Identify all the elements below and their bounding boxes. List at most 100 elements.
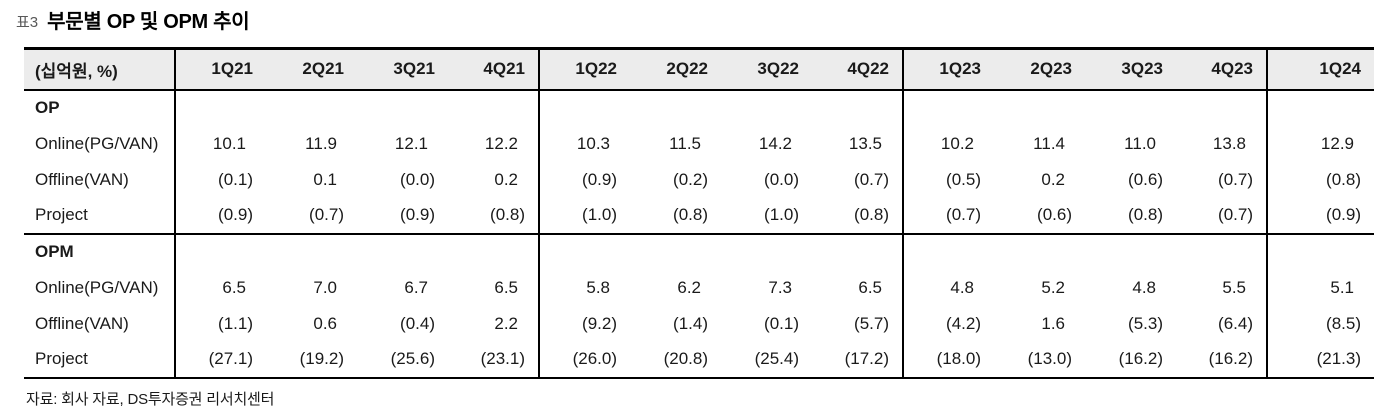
cell-empty <box>902 89 994 126</box>
cell: 7.3 <box>768 277 792 297</box>
cell: (27.1) <box>174 341 266 378</box>
column-header-1q24: 1Q24 <box>1266 48 1374 90</box>
source-note: 자료: 회사 자료, DS투자증권 리서치센터 <box>26 390 275 408</box>
table-row-opm-offline: Offline(VAN) (1.1) 0.6 (0.4) 2.2 (9.2) (1.4)… <box>24 305 1374 342</box>
cell-empty <box>1266 89 1374 126</box>
cell-empty <box>174 233 266 270</box>
cell-empty <box>1085 234 1176 270</box>
cell-empty <box>448 90 539 126</box>
cell: (13.0) <box>1027 349 1072 368</box>
cell: (0.6) <box>1128 169 1163 189</box>
column-header-2q22: 2Q22 <box>666 59 708 79</box>
cell: (18.0) <box>902 341 994 378</box>
cell: 0.2 <box>494 169 518 189</box>
cell: (0.9) <box>1266 197 1374 234</box>
table-row-op-online: Online(PG/VAN) 10.1 11.9 12.1 12.2 10.3 11.5… <box>24 125 1374 162</box>
cell: 11.4 <box>1033 133 1065 153</box>
cell: (5.3) <box>1128 313 1163 333</box>
cell: (25.6) <box>390 349 435 368</box>
cell: (6.4) <box>1218 313 1253 333</box>
cell: (0.2) <box>673 169 708 189</box>
cell: 4.8 <box>902 269 994 306</box>
cell: (0.8) <box>1128 205 1163 224</box>
cell: 1.6 <box>1041 313 1065 333</box>
cell-empty <box>902 233 994 270</box>
table-row-op-project: Project (0.9) (0.7) (0.9) (0.8) (1.0) (0.8) (… <box>24 197 1374 234</box>
cell: (8.5) <box>1266 305 1374 342</box>
cell: 14.2 <box>758 133 792 153</box>
cell: (21.3) <box>1266 341 1374 378</box>
cell: 6.5 <box>174 269 266 306</box>
cell-empty <box>266 90 357 126</box>
cell: (0.7) <box>854 169 889 189</box>
cell: 5.2 <box>1041 277 1065 297</box>
cell-empty <box>812 90 903 126</box>
cell: (0.7) <box>1218 205 1253 224</box>
column-header-1q21: 1Q21 <box>174 48 266 90</box>
unit-header: (십억원, %) <box>35 61 118 81</box>
cell: 13.5 <box>848 133 882 153</box>
table-row-opm-online: Online(PG/VAN) 6.5 7.0 6.7 6.5 5.8 6.2 7.3 6.5… <box>24 269 1374 306</box>
column-header-3q21: 3Q21 <box>393 59 435 79</box>
cell: 10.2 <box>902 125 994 162</box>
cell-empty <box>630 234 721 270</box>
cell: (16.2) <box>1208 349 1253 368</box>
cell: (0.1) <box>764 313 799 333</box>
cell: 6.7 <box>404 277 428 297</box>
cell: 0.1 <box>313 169 337 189</box>
column-header-1q23: 1Q23 <box>902 48 994 90</box>
page-title: 부문별 OP 및 OPM 추이 <box>47 11 250 33</box>
cell-empty <box>448 234 539 270</box>
cell: 10.1 <box>174 125 266 162</box>
cell: 7.0 <box>313 277 337 297</box>
cell: 11.0 <box>1124 133 1156 153</box>
cell: (0.4) <box>400 313 435 333</box>
cell-empty <box>1266 233 1374 270</box>
cell-empty <box>812 234 903 270</box>
cell: (1.1) <box>174 305 266 342</box>
cell-empty <box>721 90 812 126</box>
cell: 10.3 <box>538 125 630 162</box>
cell: 12.2 <box>484 133 518 153</box>
cell: (0.8) <box>854 205 889 224</box>
section-label: OPM <box>35 242 74 261</box>
cell-empty <box>357 234 448 270</box>
cell-empty <box>174 89 266 126</box>
cell: (0.8) <box>490 205 525 224</box>
cell-empty <box>538 233 630 270</box>
cell: (19.2) <box>299 349 344 368</box>
cell: 0.2 <box>1041 169 1065 189</box>
cell-empty <box>1085 90 1176 126</box>
cell: (0.7) <box>1218 169 1253 189</box>
cell: (0.7) <box>309 205 344 224</box>
row-label: Online(PG/VAN) <box>35 277 159 297</box>
op-opm-table: (십억원, %) 1Q21 2Q21 3Q21 4Q21 1Q22 2Q22 3… <box>24 47 1374 379</box>
cell: (17.2) <box>844 349 889 368</box>
row-label: Online(PG/VAN) <box>35 133 159 153</box>
cell: 11.5 <box>669 133 701 153</box>
column-header-4q21: 4Q21 <box>483 59 525 79</box>
cell: (5.7) <box>854 313 889 333</box>
cell: (23.1) <box>480 349 525 368</box>
table-title: 표3 부문별 OP 및 OPM 추이 <box>0 0 1374 37</box>
row-label: Project <box>35 205 88 224</box>
cell: (4.2) <box>902 305 994 342</box>
section-row-opm: OPM <box>24 233 1374 270</box>
row-label: Offline(VAN) <box>35 313 129 333</box>
column-header-3q23: 3Q23 <box>1121 59 1163 79</box>
cell: 5.1 <box>1266 269 1374 306</box>
cell: 0.6 <box>313 313 337 333</box>
cell: 11.9 <box>305 133 337 153</box>
column-header-4q22: 4Q22 <box>847 59 889 79</box>
cell: 6.2 <box>677 277 701 297</box>
cell: (0.5) <box>902 161 994 198</box>
cell-empty <box>994 90 1085 126</box>
cell: (0.8) <box>673 205 708 224</box>
cell: (0.9) <box>538 161 630 198</box>
cell: 5.5 <box>1222 277 1246 297</box>
column-header-4q23: 4Q23 <box>1211 59 1253 79</box>
cell: 6.5 <box>858 277 882 297</box>
cell: (20.8) <box>663 349 708 368</box>
cell: (0.7) <box>902 197 994 234</box>
cell: 6.5 <box>494 277 518 297</box>
